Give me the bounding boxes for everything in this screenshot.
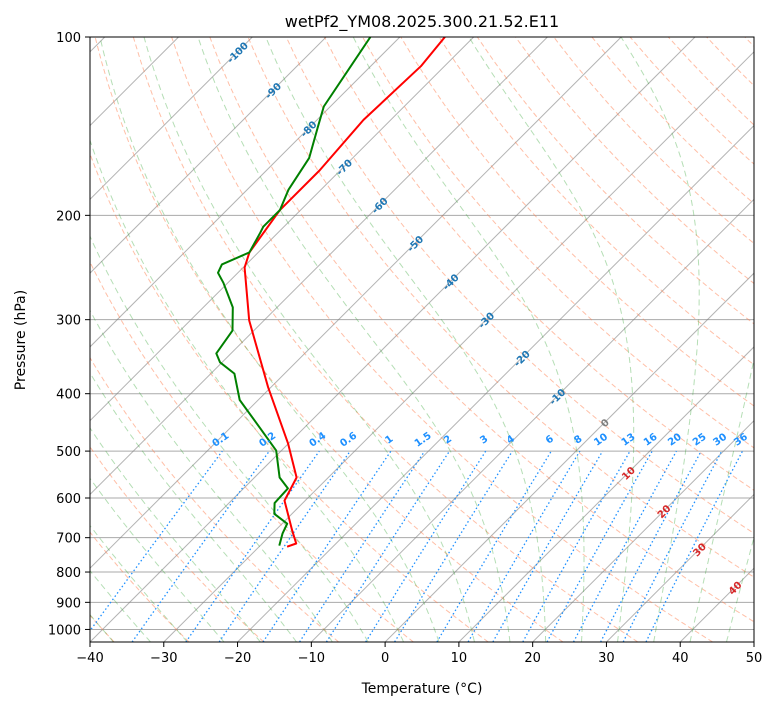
isotherm-line xyxy=(754,37,775,642)
x-tick-label: −10 xyxy=(298,651,325,666)
mixing-ratio-line xyxy=(300,451,425,642)
moist-adiabat-line xyxy=(0,37,260,642)
mixing-ratio-label: 25 xyxy=(691,432,709,449)
isotherm-line xyxy=(0,37,400,642)
isotherm-line xyxy=(385,37,775,642)
isotherm-label: -10 xyxy=(548,387,569,408)
x-tick-label: 0 xyxy=(381,651,389,666)
isotherm-line xyxy=(459,37,775,642)
y-tick-label: 400 xyxy=(56,388,81,403)
y-tick-label: 1000 xyxy=(48,623,81,638)
chart-title: wetPf2_YM08.2025.300.21.52.E11 xyxy=(285,12,559,32)
x-tick-label: −30 xyxy=(150,651,177,666)
mixing-ratio-label: 0.4 xyxy=(307,430,328,449)
moist-adiabat-line xyxy=(3,37,332,642)
moist-adiabat-line xyxy=(100,37,439,642)
moist-adiabat-line xyxy=(0,37,224,642)
dry-adiabat-line xyxy=(592,37,775,642)
isotherm-line xyxy=(0,37,326,642)
dry-adiabat-line xyxy=(745,37,775,642)
mixing-ratio-label: 0.1 xyxy=(210,430,231,449)
isotherm-label: -90 xyxy=(263,81,284,102)
mixing-ratio-label: 20 xyxy=(666,432,684,449)
y-tick-label: 300 xyxy=(56,314,81,329)
x-tick-label: 50 xyxy=(746,651,763,666)
dry-adiabat-line xyxy=(57,37,488,642)
mixing-ratio-label: 16 xyxy=(642,432,660,449)
dry-adiabat-line xyxy=(0,37,339,642)
moist-adiabat-line xyxy=(727,37,775,642)
mixing-ratio-line xyxy=(326,451,449,642)
dry-adiabat-line xyxy=(707,37,775,642)
isotherm-line xyxy=(0,37,547,642)
dry-adiabat-line xyxy=(363,37,775,642)
mixing-ratio-label: 1 xyxy=(383,434,395,447)
y-tick-label: 600 xyxy=(56,492,81,507)
isotherm-line xyxy=(533,37,775,642)
isotherm-label: -30 xyxy=(477,311,498,332)
mixing-ratio-label: 3 xyxy=(478,434,490,447)
dry-adiabat-line xyxy=(439,37,775,642)
mixing-ratio-label: 0.6 xyxy=(338,430,359,449)
mixing-ratio-label: 1.5 xyxy=(413,430,434,449)
mixing-ratio-label: 2 xyxy=(442,434,454,447)
x-tick-label: −40 xyxy=(76,651,103,666)
mixing-ratio-label: 13 xyxy=(620,432,638,449)
isotherm-label: -50 xyxy=(406,234,427,255)
x-tick-label: 10 xyxy=(451,651,468,666)
isotherm-label: -100 xyxy=(225,40,251,66)
dry-adiabat-line xyxy=(19,37,414,642)
moist-adiabat-line xyxy=(0,37,76,642)
mixing-ratio-label: 4 xyxy=(505,434,517,447)
moist-adiabat-line xyxy=(63,37,404,642)
mixing-ratio-line xyxy=(601,451,702,642)
x-tick-label: 20 xyxy=(524,651,541,666)
x-tick-label: −20 xyxy=(224,651,251,666)
mixing-ratio-line xyxy=(219,451,350,642)
x-axis-label: Temperature (°C) xyxy=(361,681,483,697)
dry-adiabat-line xyxy=(0,37,264,642)
mixing-ratio-label: 6 xyxy=(544,434,556,447)
x-tick-label: 30 xyxy=(598,651,615,666)
mixing-ratio-label: 10 xyxy=(592,432,610,449)
mixing-ratio-line xyxy=(547,451,652,642)
dry-adiabat-line xyxy=(516,37,775,642)
moist-adiabat-line xyxy=(469,37,634,642)
y-axis-label: Pressure (hPa) xyxy=(13,290,29,390)
y-tick-label: 700 xyxy=(56,532,81,547)
y-tick-label: 100 xyxy=(56,31,81,46)
y-tick-label: 200 xyxy=(56,209,81,224)
mixing-ratio-line xyxy=(437,451,551,642)
y-tick-label: 800 xyxy=(56,566,81,581)
dry-adiabat-line xyxy=(172,37,713,642)
isotherm-label: 0 xyxy=(599,417,612,430)
mixing-ratio-line xyxy=(82,451,223,642)
isotherm-label: -20 xyxy=(512,349,533,370)
isotherm-line xyxy=(90,37,695,642)
dry-adiabat-line xyxy=(554,37,775,642)
dry-adiabat-line xyxy=(668,37,775,642)
mixing-ratio-label: 0.2 xyxy=(257,430,278,449)
y-tick-label: 500 xyxy=(56,445,81,460)
x-tick-label: 40 xyxy=(672,651,689,666)
y-tick-label: 900 xyxy=(56,596,81,611)
dry-adiabat-line xyxy=(133,37,638,642)
isotherm-label: -60 xyxy=(370,196,391,217)
mixing-ratio-label: 30 xyxy=(711,432,729,449)
isotherm-label: -80 xyxy=(299,119,320,140)
temperature-trace xyxy=(245,37,445,547)
mixing-ratio-line xyxy=(623,451,722,642)
